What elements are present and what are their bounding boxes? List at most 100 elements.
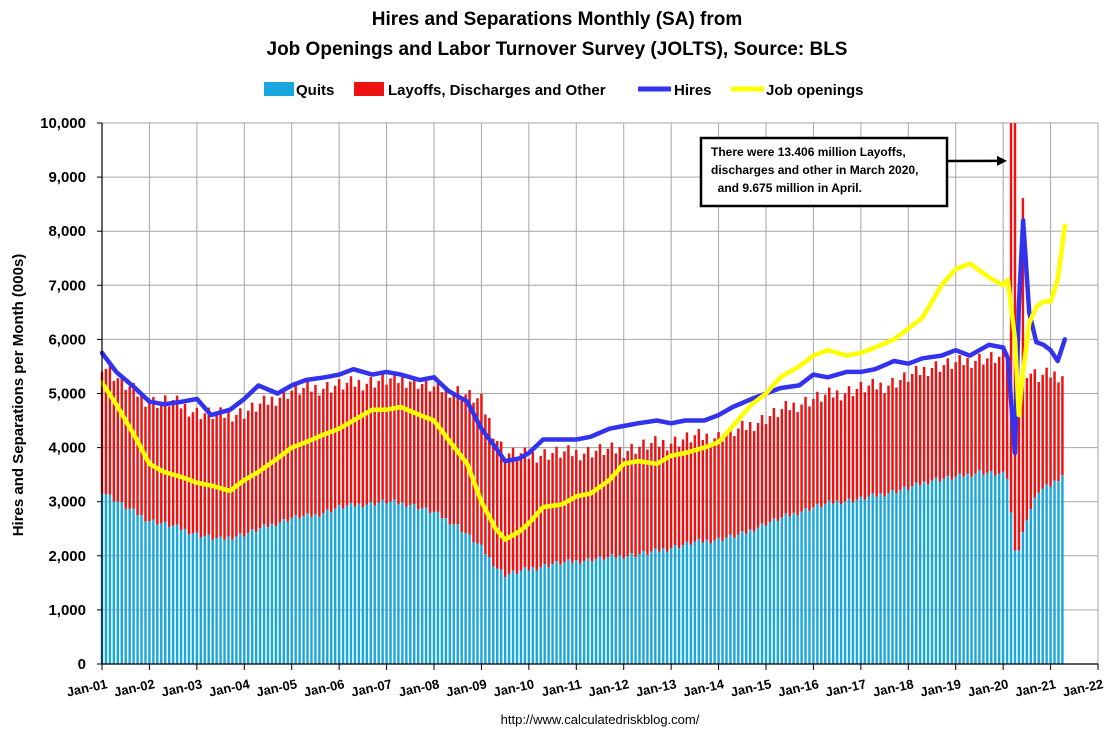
bar-layoffs bbox=[413, 376, 416, 505]
bar-quits bbox=[1049, 486, 1052, 664]
y-tick-label: 7,000 bbox=[48, 277, 86, 294]
bar-quits bbox=[120, 502, 123, 664]
bar-layoffs bbox=[962, 365, 965, 477]
legend-label-hires: Hires bbox=[674, 82, 712, 99]
x-tick-label: Jan-18 bbox=[871, 676, 914, 699]
bar-layoffs bbox=[693, 435, 697, 542]
bar-layoffs bbox=[816, 391, 819, 504]
bar-quits bbox=[1029, 508, 1033, 664]
bar-quits bbox=[270, 523, 274, 664]
bar-quits bbox=[507, 573, 511, 664]
bar-layoffs bbox=[788, 410, 791, 517]
y-tick-label: 1,000 bbox=[48, 602, 86, 619]
bar-quits bbox=[879, 493, 882, 664]
bar-quits bbox=[796, 515, 799, 664]
bar-quits bbox=[365, 504, 369, 664]
bar-quits bbox=[606, 557, 610, 664]
bar-layoffs bbox=[796, 412, 799, 516]
bar-layoffs bbox=[922, 366, 926, 482]
bar-quits bbox=[602, 559, 606, 664]
bar-quits bbox=[918, 485, 922, 664]
bar-quits bbox=[543, 563, 546, 664]
bar-layoffs bbox=[808, 406, 811, 511]
bar-quits bbox=[946, 475, 950, 664]
bar-layoffs bbox=[341, 389, 345, 509]
bar-quits bbox=[760, 523, 764, 664]
bar-layoffs bbox=[950, 368, 953, 480]
bar-layoffs bbox=[468, 389, 471, 535]
x-tick-label: Jan-08 bbox=[397, 676, 440, 699]
bar-quits bbox=[677, 548, 681, 664]
x-tick-label: Jan-21 bbox=[1014, 676, 1057, 699]
legend-label-layoffs: Layoffs, Discharges and Other bbox=[388, 82, 606, 99]
bar-quits bbox=[393, 499, 396, 664]
legend-swatch-quits bbox=[264, 82, 294, 96]
bar-quits bbox=[950, 479, 953, 664]
bar-layoffs bbox=[559, 457, 562, 565]
x-tick-label: Jan-13 bbox=[634, 676, 677, 699]
bar-layoffs bbox=[160, 401, 163, 524]
bar-layoffs bbox=[756, 423, 760, 528]
bar-quits bbox=[1045, 484, 1048, 664]
bar-quits bbox=[922, 481, 926, 664]
bar-quits bbox=[286, 521, 289, 664]
bar-quits bbox=[227, 536, 230, 664]
bar-quits bbox=[681, 544, 685, 664]
bar-quits bbox=[733, 537, 736, 664]
bar-layoffs bbox=[812, 398, 815, 508]
bar-quits bbox=[843, 501, 847, 664]
bar-layoffs bbox=[954, 362, 957, 477]
bar-quits bbox=[839, 504, 843, 664]
bar-quits bbox=[511, 570, 515, 664]
y-axis-title: Hires and Separations per Month (000s) bbox=[10, 254, 27, 537]
bar-layoffs bbox=[839, 400, 843, 505]
x-tick-label: Jan-19 bbox=[919, 676, 962, 699]
bar-layoffs bbox=[492, 438, 495, 567]
bar-quits bbox=[108, 494, 112, 664]
bar-quits bbox=[745, 533, 748, 664]
bar-quits bbox=[638, 553, 641, 664]
bar-quits bbox=[713, 540, 716, 664]
bar-quits bbox=[689, 544, 693, 664]
bar-quits bbox=[385, 503, 388, 664]
legend-label-quits: Quits bbox=[296, 82, 334, 99]
bar-quits bbox=[930, 480, 934, 664]
bar-quits bbox=[337, 504, 341, 664]
bar-quits bbox=[476, 543, 479, 664]
bar-layoffs bbox=[262, 395, 266, 525]
bar-quits bbox=[496, 568, 499, 664]
bar-layoffs bbox=[211, 418, 214, 540]
x-tick-label: Jan-10 bbox=[492, 676, 535, 699]
bar-quits bbox=[721, 541, 724, 664]
bar-quits bbox=[590, 561, 594, 664]
source-url: http://www.calculatedriskblog.com/ bbox=[501, 712, 700, 727]
hires-line bbox=[99, 218, 1068, 464]
bar-layoffs bbox=[326, 382, 329, 510]
bar-layoffs bbox=[108, 366, 112, 495]
bar-layoffs bbox=[804, 396, 807, 509]
bar-quits bbox=[990, 470, 993, 664]
bar-layoffs bbox=[642, 439, 645, 552]
bar-quits bbox=[480, 544, 483, 664]
bar-quits bbox=[776, 521, 780, 664]
bar-layoffs bbox=[665, 450, 669, 552]
bar-quits bbox=[258, 528, 262, 664]
chart-title-line-1: Hires and Separations Monthly (SA) from bbox=[372, 9, 743, 30]
bar-layoffs bbox=[1029, 373, 1033, 509]
y-tick-label: 0 bbox=[78, 656, 86, 673]
bar-quits bbox=[614, 557, 618, 664]
bar-layoffs bbox=[713, 438, 716, 541]
bar-layoffs bbox=[286, 398, 289, 522]
bar-layoffs bbox=[994, 363, 997, 476]
bar-layoffs bbox=[662, 439, 665, 549]
bar-layoffs bbox=[365, 383, 369, 505]
y-tick-label: 3,000 bbox=[48, 494, 86, 511]
x-tick-label: Jan-05 bbox=[255, 676, 298, 699]
bar-layoffs bbox=[302, 387, 305, 516]
bar-layoffs bbox=[650, 442, 653, 552]
bar-layoffs bbox=[480, 393, 483, 545]
bar-layoffs bbox=[610, 442, 614, 555]
bar-quits bbox=[409, 504, 412, 664]
bar-layoffs bbox=[424, 379, 428, 508]
bar-layoffs bbox=[701, 439, 704, 543]
